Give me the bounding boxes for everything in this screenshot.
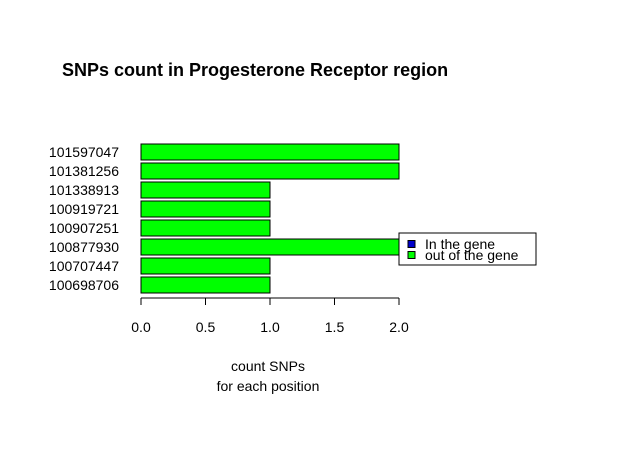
bar-101338913 <box>140 181 271 199</box>
x-tick-label: 2.0 <box>389 319 409 335</box>
category-label: 101597047 <box>49 144 119 160</box>
category-label: 100877930 <box>49 239 119 255</box>
legend-entry-label: In the gene <box>425 236 495 252</box>
category-label: 100907251 <box>49 220 119 236</box>
bar-100698706 <box>140 276 271 294</box>
legend-box <box>398 232 537 266</box>
x-axis-label-line-2: for each position <box>217 378 320 394</box>
chart-title: SNPs count in Progesterone Receptor regi… <box>62 60 448 80</box>
x-tick-label: 1.5 <box>325 319 345 335</box>
x-tick-label: 1.0 <box>260 319 280 335</box>
x-axis: 0.0 0.5 1.0 1.5 2.0 <box>131 297 409 335</box>
bar-100707447 <box>140 257 271 275</box>
legend-swatch <box>407 251 416 259</box>
bar-101597047 <box>140 143 400 161</box>
bar-100919721 <box>140 200 271 218</box>
category-label: 101338913 <box>49 182 119 198</box>
x-axis-label-line-1: count SNPs <box>231 358 305 374</box>
legend-entry-label: out of the gene <box>425 247 519 263</box>
category-label: 101381256 <box>49 163 119 179</box>
category-label: 100707447 <box>49 258 119 274</box>
category-label: 100698706 <box>49 277 119 293</box>
x-tick-label: 0.5 <box>196 319 216 335</box>
bar-100877930 <box>140 238 400 256</box>
bar-101381256 <box>140 162 400 180</box>
category-label: 100919721 <box>49 201 119 217</box>
bar-group <box>140 143 400 294</box>
bar-100907251 <box>140 219 271 237</box>
x-tick-label: 0.0 <box>131 319 151 335</box>
legend-swatch <box>407 240 416 248</box>
category-labels: 100698706 100707447 100877930 100907251 1009… <box>49 144 119 293</box>
